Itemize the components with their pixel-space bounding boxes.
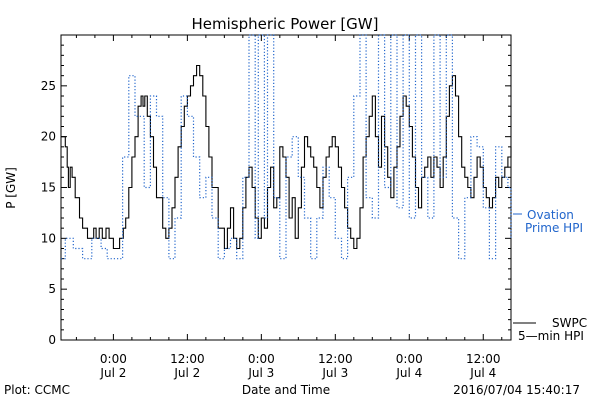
x-axis-label: Date and Time [242,383,330,397]
x-tick-time: 0:00 [248,352,275,366]
y-tick-label: 10 [41,231,56,245]
x-tick-day: Jul 4 [395,366,422,380]
series-swpc-line [61,64,512,250]
y-tick-label: 20 [41,130,56,144]
series-ovation-line [61,34,512,260]
x-tick-day: Jul 3 [321,366,348,380]
chart-title: Hemispheric Power [GW] [192,15,379,33]
plot-timestamp: 2016/07/04 15:40:17 [453,383,580,397]
x-tick-day: Jul 2 [173,366,200,380]
x-tick-time: 12:00 [170,352,205,366]
x-tick-day: Jul 4 [469,366,496,380]
x-tick-time: 0:00 [396,352,423,366]
x-tick-time: 12:00 [466,352,501,366]
plot-credit: Plot: CCMC [4,383,70,397]
x-tick-time: 12:00 [318,352,353,366]
legend-ovation-line1: Ovation [527,208,574,222]
legend-swpc-line2: 5—min HPI [518,329,584,343]
x-tick-day: Jul 2 [99,366,126,380]
x-tick-day: Jul 3 [247,366,274,380]
y-tick-label: 15 [41,181,56,195]
legend-swpc-line1: SWPC [552,316,587,330]
y-axis-label: P [GW] [4,167,18,209]
y-axis: 0 5 10 15 20 25 [41,44,511,347]
legend-ovation-line2: Prime HPI [525,221,583,235]
y-tick-label: 25 [41,79,56,93]
y-tick-label: 0 [48,333,56,347]
series-layer [61,34,512,260]
y-tick-label: 5 [48,282,56,296]
x-tick-time: 0:00 [100,352,127,366]
